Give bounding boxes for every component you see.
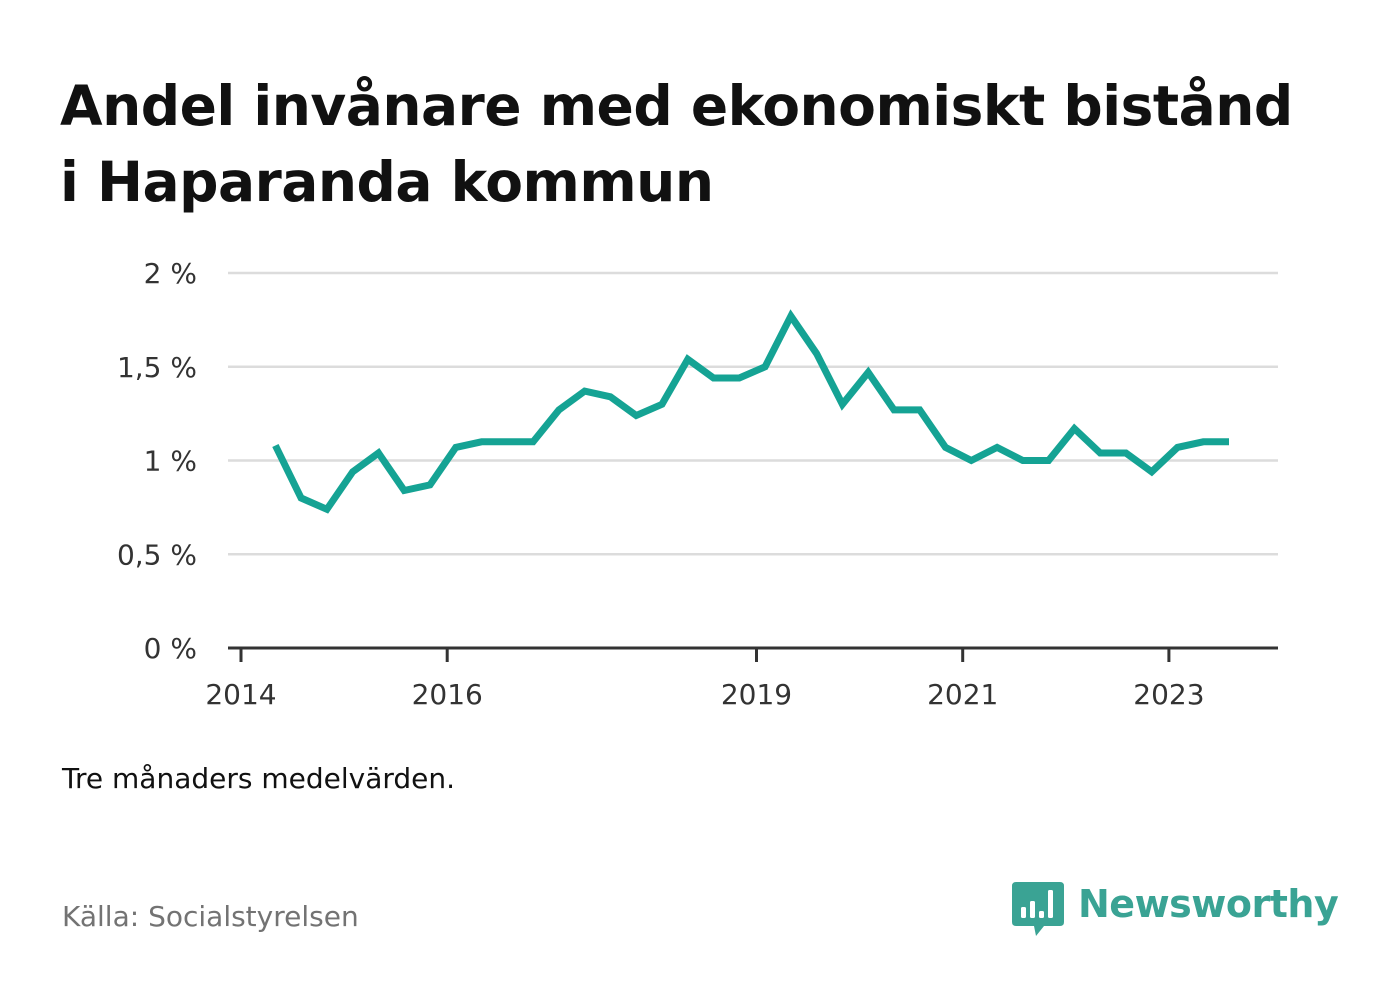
- y-tick-label: 0 %: [144, 632, 197, 665]
- x-tick-label: 2023: [1133, 678, 1204, 711]
- chart-title: Andel invånare med ekonomiskt bistånd i …: [60, 74, 1293, 214]
- brand-logo: Newsworthy: [1010, 878, 1340, 942]
- y-axis: 0 % 0,5 % 1 % 1,5 % 2 %: [117, 257, 197, 665]
- y-tick-label: 2 %: [144, 257, 197, 290]
- series-line: [272, 309, 1229, 514]
- x-tick-label: 2014: [205, 678, 276, 711]
- grid-lines: [228, 271, 1278, 556]
- x-axis: 2014 2016 2019 2021 2023: [205, 646, 1278, 711]
- x-tick-label: 2021: [927, 678, 998, 711]
- y-tick-label: 1,5 %: [117, 351, 197, 384]
- brand-name: Newsworthy: [1078, 882, 1339, 926]
- chart-note: Tre månaders medelvärden.: [62, 762, 456, 795]
- newsworthy-logo-icon: [1012, 882, 1064, 936]
- series-layer: [272, 309, 1229, 514]
- y-tick-label: 1 %: [144, 445, 197, 478]
- y-tick-label: 0,5 %: [117, 538, 197, 571]
- source-text: Källa: Socialstyrelsen: [62, 900, 359, 933]
- x-tick-label: 2019: [721, 678, 792, 711]
- x-tick-label: 2016: [412, 678, 483, 711]
